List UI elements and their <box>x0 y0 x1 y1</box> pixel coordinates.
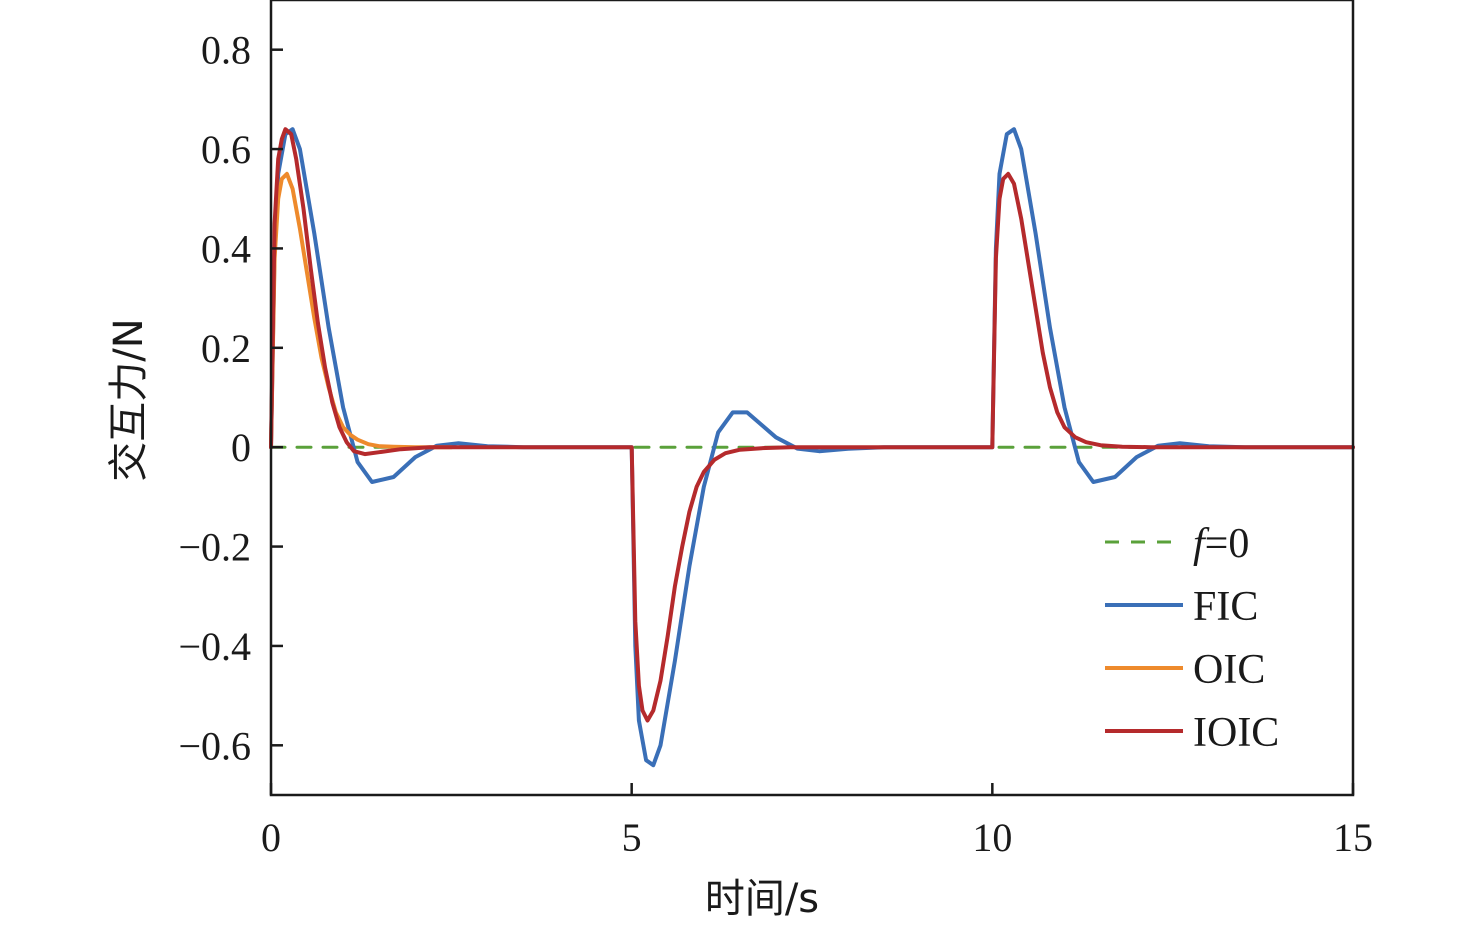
y-tick-label: 0 <box>231 425 251 470</box>
legend: f=0 FIC OIC IOIC <box>1105 521 1279 756</box>
legend-label: f=0 <box>1193 521 1249 567</box>
y-tick-label: 0.2 <box>201 326 251 371</box>
x-axis-title: 时间/s <box>705 876 819 922</box>
x-tick-label: 15 <box>1333 815 1373 860</box>
series-line-ioic <box>269 127 1355 723</box>
y-tick-label: −0.6 <box>178 723 251 768</box>
y-tick-label: 0.4 <box>201 226 251 271</box>
series-layer <box>269 127 1355 768</box>
series-line-fic <box>269 127 1355 768</box>
plot-frame <box>269 0 1355 797</box>
series-line-oic <box>269 171 454 450</box>
y-tick-label: 0.6 <box>201 127 251 172</box>
y-tick-label: 0.8 <box>201 28 251 73</box>
x-tick-label: 5 <box>622 815 642 860</box>
y-tick-label: −0.4 <box>178 624 251 669</box>
y-axis-title: 交互力/N <box>106 318 152 481</box>
x-tick-label: 10 <box>972 815 1012 860</box>
y-tick-label: −0.2 <box>178 525 251 570</box>
legend-label: OIC <box>1193 647 1265 693</box>
axes-layer: 0 5 10 15 −0.6 −0.4 −0.2 0 0.2 0.4 0.6 0.8 <box>178 28 1373 860</box>
x-tick-label: 0 <box>261 815 281 860</box>
legend-label: IOIC <box>1193 710 1279 756</box>
legend-label: FIC <box>1193 584 1258 630</box>
